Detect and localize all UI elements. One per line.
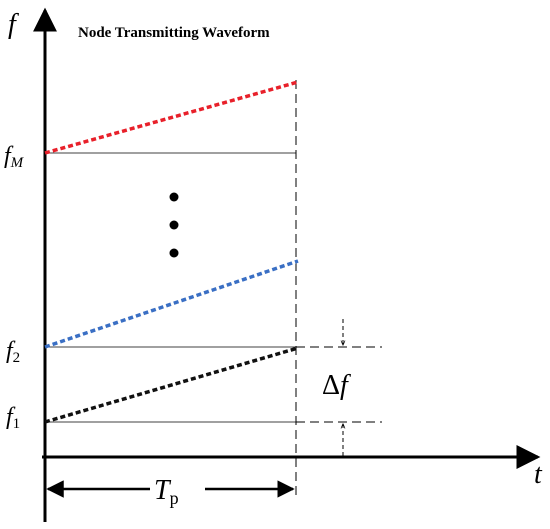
fM-label: fM (4, 143, 25, 171)
ellipsis-dot-2 (169, 220, 179, 230)
frequency-axis-label: f (8, 9, 19, 40)
f2-label: f2 (6, 338, 20, 366)
diagram-title: Node Transmitting Waveform (78, 25, 270, 41)
ellipsis-dot-1 (169, 192, 179, 202)
f1-label: f1 (6, 404, 20, 432)
ellipsis-dot-3 (169, 248, 179, 258)
time-axis-label: t (534, 459, 543, 490)
period-label: Tp (154, 475, 179, 508)
f1-chirp-line (44, 346, 299, 424)
fM-chirp-line (44, 80, 299, 155)
delta-f-label: Δf (322, 370, 351, 401)
f2-chirp-line (44, 259, 299, 349)
